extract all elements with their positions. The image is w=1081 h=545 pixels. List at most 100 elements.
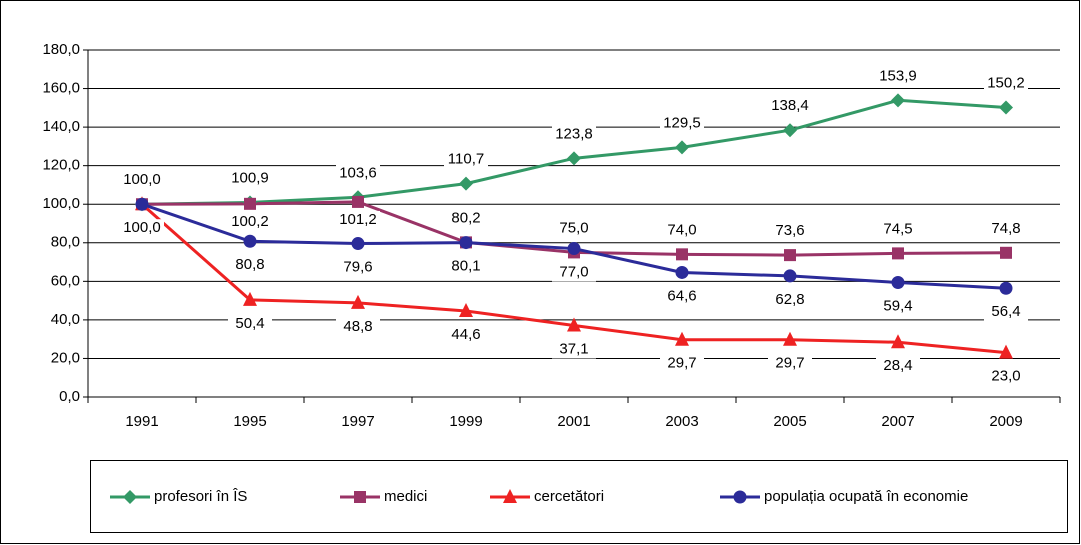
data-label-bg xyxy=(768,97,812,116)
marker xyxy=(459,303,473,318)
data-label-bg xyxy=(660,221,704,240)
marker xyxy=(675,140,689,155)
y-tick-label: 40,0 xyxy=(51,311,80,328)
data-label-bg xyxy=(552,263,596,282)
data-label-bg xyxy=(660,354,704,373)
x-tick-label: 1991 xyxy=(125,413,158,430)
data-label: 37,1 xyxy=(559,340,588,357)
data-label-bg xyxy=(336,258,380,277)
data-label-bg xyxy=(336,164,380,183)
marker xyxy=(123,490,137,504)
marker xyxy=(676,248,688,261)
data-label-bg xyxy=(228,169,272,188)
data-label-bg xyxy=(984,74,1028,93)
data-label-bg xyxy=(444,150,488,169)
y-tick-label: 140,0 xyxy=(42,118,80,135)
data-label: 150,2 xyxy=(987,74,1025,91)
marker xyxy=(352,195,364,208)
data-label-bg xyxy=(120,219,164,238)
marker xyxy=(244,197,256,210)
data-label: 138,4 xyxy=(771,97,809,114)
marker xyxy=(243,234,257,248)
marker xyxy=(892,247,904,260)
marker xyxy=(675,331,689,346)
data-label-bg xyxy=(552,125,596,144)
data-label: 80,2 xyxy=(451,209,480,226)
y-tick-label: 0,0 xyxy=(59,388,80,405)
data-label: 100,0 xyxy=(123,171,161,188)
data-label: 73,6 xyxy=(775,222,804,239)
data-label-bg xyxy=(984,219,1028,238)
data-label: 100,0 xyxy=(123,219,161,236)
data-label: 50,4 xyxy=(235,315,264,332)
x-tick-label: 1997 xyxy=(341,413,374,430)
data-label: 80,1 xyxy=(451,258,480,275)
data-label: 23,0 xyxy=(991,368,1020,385)
legend-label: profesori în ÎS xyxy=(154,488,247,505)
data-label-bg xyxy=(336,317,380,336)
marker xyxy=(999,100,1013,115)
data-label-bg xyxy=(876,357,920,376)
marker xyxy=(351,294,365,309)
data-label-bg xyxy=(444,257,488,276)
y-tick-label: 80,0 xyxy=(51,234,80,251)
marker xyxy=(135,197,149,211)
marker xyxy=(459,236,473,250)
data-label: 103,6 xyxy=(339,164,377,181)
legend-label: cercetători xyxy=(534,488,604,505)
data-label: 62,8 xyxy=(775,291,804,308)
data-label: 48,8 xyxy=(343,318,372,335)
data-label: 56,4 xyxy=(991,303,1020,320)
data-label-bg xyxy=(768,354,812,373)
data-label: 59,4 xyxy=(883,297,912,314)
marker xyxy=(675,265,689,279)
data-label-bg xyxy=(768,222,812,241)
data-label: 79,6 xyxy=(343,259,372,276)
marker xyxy=(783,331,797,346)
marker xyxy=(891,334,905,349)
x-tick-label: 2003 xyxy=(665,413,698,430)
marker xyxy=(459,176,473,191)
data-label-bg xyxy=(876,220,920,239)
data-label: 100,2 xyxy=(231,213,269,230)
x-tick-label: 2007 xyxy=(881,413,914,430)
data-label-bg xyxy=(984,367,1028,386)
y-tick-label: 180,0 xyxy=(42,41,80,58)
data-label: 100,9 xyxy=(231,169,269,186)
data-label-bg xyxy=(552,219,596,238)
y-tick-label: 160,0 xyxy=(42,80,80,97)
data-label: 80,8 xyxy=(235,256,264,273)
marker xyxy=(243,291,257,306)
marker xyxy=(783,269,797,283)
data-label: 123,8 xyxy=(555,125,593,142)
data-label: 153,9 xyxy=(879,67,917,84)
legend-label: medici xyxy=(384,488,427,505)
data-label-bg xyxy=(660,114,704,133)
marker xyxy=(891,275,905,289)
data-label-bg xyxy=(228,256,272,275)
data-label-bg xyxy=(660,287,704,306)
marker xyxy=(999,281,1013,295)
marker xyxy=(733,490,747,504)
data-label-bg xyxy=(444,326,488,345)
x-tick-label: 2005 xyxy=(773,413,806,430)
x-tick-label: 2001 xyxy=(557,413,590,430)
data-label: 29,7 xyxy=(775,355,804,372)
x-tick-label: 1999 xyxy=(449,413,482,430)
data-label-bg xyxy=(768,290,812,309)
marker xyxy=(354,491,366,503)
data-label-bg xyxy=(876,297,920,316)
data-label: 75,0 xyxy=(559,219,588,236)
data-label: 74,0 xyxy=(667,221,696,238)
marker xyxy=(567,317,581,332)
marker xyxy=(784,249,796,262)
x-tick-label: 1995 xyxy=(233,413,266,430)
data-label-bg xyxy=(336,210,380,229)
marker xyxy=(567,151,581,166)
data-label-bg xyxy=(444,209,488,228)
y-tick-label: 20,0 xyxy=(51,349,80,366)
data-label-bg xyxy=(228,212,272,231)
data-label: 129,5 xyxy=(663,114,701,131)
